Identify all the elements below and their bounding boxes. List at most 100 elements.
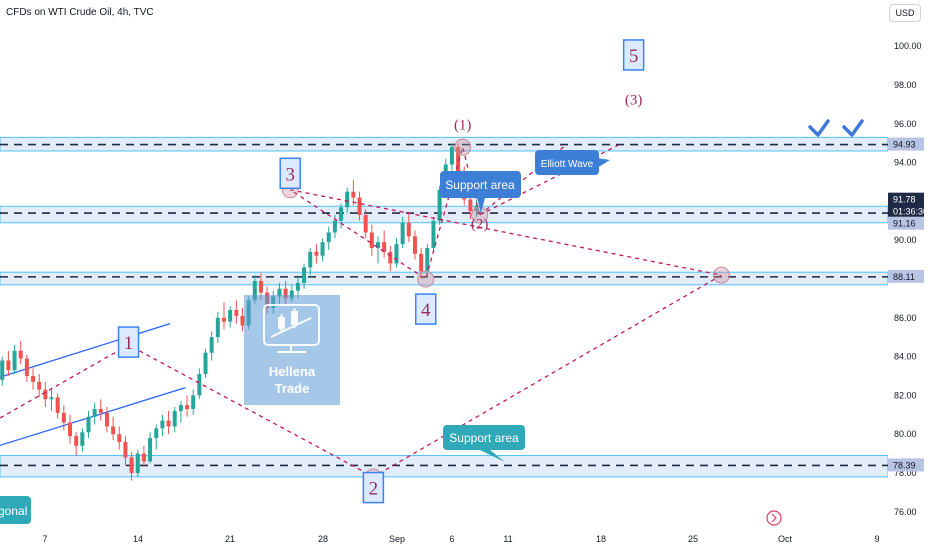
candle-body <box>80 432 85 446</box>
time-tick-label: 28 <box>318 534 328 544</box>
candle-body <box>37 381 42 390</box>
elliott-wave-path <box>0 144 724 478</box>
minor-wave-label: (2) <box>471 217 489 233</box>
candle-body <box>314 251 319 256</box>
candle-body <box>123 441 128 458</box>
candle-body <box>295 282 300 291</box>
candle-body <box>209 337 214 353</box>
support-area-lower-label: Support area <box>449 431 519 445</box>
candle-body <box>320 242 325 256</box>
support-zone <box>0 271 889 286</box>
candle-body <box>197 374 202 396</box>
time-axis[interactable]: 7 14 21 28 Sep 6 11 18 25 Oct 9 <box>0 530 932 550</box>
candle-body <box>31 376 36 382</box>
wave-label-4: 4 <box>421 300 431 321</box>
candle-body <box>283 288 288 299</box>
minor-wave-label: (1) <box>454 118 472 134</box>
time-tick-label: 21 <box>225 534 235 544</box>
price-tick-label: 100.00 <box>894 41 922 51</box>
candle-body <box>406 222 411 237</box>
candle-body <box>154 428 159 439</box>
candle-body <box>474 205 479 212</box>
candle-body <box>252 280 257 301</box>
candle-body <box>240 315 245 326</box>
candle-body <box>203 352 208 375</box>
support-area-upper-label: Support area <box>445 178 515 192</box>
candle-body <box>92 408 97 417</box>
price-label: 91.78 <box>893 195 916 205</box>
candle-body <box>12 350 17 371</box>
candle-body <box>228 310 233 322</box>
candle-body <box>178 405 183 411</box>
candle-body <box>351 191 356 198</box>
candle-body <box>376 242 380 248</box>
candle-body <box>431 220 436 248</box>
candle-body <box>394 244 399 264</box>
time-tick-label: Sep <box>389 534 405 544</box>
candle-body <box>382 242 387 252</box>
elliott-wave-callout[interactable]: Elliott Wave <box>535 150 610 175</box>
watermark: Hellena Trade <box>244 295 340 405</box>
price-axis[interactable]: 76.0078.0080.0082.0084.0086.0088.0090.00… <box>888 0 932 550</box>
wave-labels: 1 2 3 4 5 (1) (2) (3) <box>117 39 645 504</box>
candle-body <box>61 412 66 423</box>
candle-body <box>258 280 263 293</box>
candle-body <box>289 290 294 299</box>
candle-body <box>191 395 196 409</box>
candle-body <box>302 267 307 283</box>
wave-box <box>622 39 645 71</box>
tradingview-icon[interactable] <box>766 510 782 526</box>
candle-body <box>166 420 171 427</box>
time-tick-label: 14 <box>133 534 143 544</box>
candle-body <box>129 457 134 473</box>
candle-body <box>148 438 153 462</box>
annotation-callouts: Support area Support area Elliott Wave g… <box>0 150 610 524</box>
candle-body <box>425 247 430 272</box>
candles <box>0 143 479 481</box>
candle-body <box>135 453 140 473</box>
price-tick-label: 90.00 <box>894 235 917 245</box>
price-tick-label: 84.00 <box>894 352 917 362</box>
diagonal-label: gonal <box>0 504 27 518</box>
candle-body <box>172 410 177 427</box>
time-tick-label: 18 <box>596 534 606 544</box>
pivot-marker <box>712 266 730 284</box>
candle-body <box>339 207 344 221</box>
diagonal-callout[interactable]: gonal <box>0 496 31 524</box>
candle-body <box>117 434 122 442</box>
candle-body <box>345 191 350 208</box>
support-area-callout-upper[interactable]: Support area <box>440 171 521 213</box>
price-label-bg <box>888 269 924 283</box>
checkmark-icon <box>842 119 864 137</box>
candle-body <box>98 408 103 413</box>
candle-body <box>468 199 473 212</box>
monitor-chart-icon <box>263 304 320 353</box>
candle-body <box>357 197 362 215</box>
price-tick-label: 78.00 <box>894 468 917 478</box>
candle-body <box>55 397 60 413</box>
price-tick-label: 98.00 <box>894 80 917 90</box>
candle-body <box>363 214 368 233</box>
candle-body <box>18 350 23 359</box>
price-tick-label: 80.00 <box>894 429 917 439</box>
price-tick-label: 86.00 <box>894 313 917 323</box>
price-label-bg <box>888 216 924 230</box>
candle-body <box>215 317 220 338</box>
wave-label-2: 2 <box>369 479 379 500</box>
price-label: 94.93 <box>893 140 916 150</box>
circle-markers <box>120 138 730 486</box>
candle-body <box>74 436 79 446</box>
wave-box <box>362 471 385 504</box>
support-area-callout-lower[interactable]: Support area <box>443 425 525 462</box>
time-tick-label: 11 <box>503 534 512 544</box>
candle-body <box>185 405 190 409</box>
candle-body <box>68 422 72 437</box>
channel-line-lower <box>0 387 186 447</box>
price-tick-label: 76.00 <box>894 507 917 517</box>
candle-body <box>326 232 331 243</box>
currency-button[interactable]: USD <box>889 4 921 22</box>
time-tick-label: 9 <box>874 534 879 544</box>
diagonal-channel <box>0 323 186 447</box>
checkmark-icon <box>808 119 830 137</box>
